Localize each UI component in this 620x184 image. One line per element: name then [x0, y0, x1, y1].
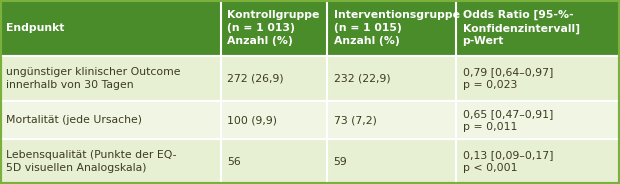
Text: 0,13 [0,09–0,17]
p < 0,001: 0,13 [0,09–0,17] p < 0,001	[463, 150, 553, 173]
Bar	[0, 56, 221, 101]
Text: 232 (22,9): 232 (22,9)	[334, 74, 390, 84]
Text: Odds Ratio [95-%-
Konfidenzintervall]
p-Wert: Odds Ratio [95-%- Konfidenzintervall] p-…	[463, 10, 580, 46]
Text: 272 (26,9): 272 (26,9)	[227, 74, 283, 84]
Bar	[221, 0, 327, 56]
Bar	[221, 101, 327, 139]
Text: 0,65 [0,47–0,91]
p = 0,011: 0,65 [0,47–0,91] p = 0,011	[463, 109, 553, 132]
Bar	[327, 56, 456, 101]
Bar	[221, 56, 327, 101]
Text: Endpunkt: Endpunkt	[6, 23, 64, 33]
Bar	[456, 0, 620, 56]
Text: ungünstiger klinischer Outcome
innerhalb von 30 Tagen: ungünstiger klinischer Outcome innerhalb…	[6, 67, 180, 90]
Bar	[456, 56, 620, 101]
Text: 0,79 [0,64–0,97]
p = 0,023: 0,79 [0,64–0,97] p = 0,023	[463, 67, 553, 90]
Bar	[327, 139, 456, 184]
Text: 73 (7,2): 73 (7,2)	[334, 115, 376, 125]
Bar	[327, 101, 456, 139]
Text: Kontrollgruppe
(n = 1 013)
Anzahl (%): Kontrollgruppe (n = 1 013) Anzahl (%)	[227, 10, 319, 46]
Bar	[0, 101, 221, 139]
Bar	[221, 139, 327, 184]
Text: Lebensqualität (Punkte der EQ-
5D visuellen Analogskala): Lebensqualität (Punkte der EQ- 5D visuel…	[6, 150, 177, 173]
Bar	[0, 0, 221, 56]
Text: 59: 59	[334, 157, 347, 167]
Text: 100 (9,9): 100 (9,9)	[227, 115, 277, 125]
Bar	[456, 139, 620, 184]
Text: 56: 56	[227, 157, 241, 167]
Bar	[0, 139, 221, 184]
Bar	[327, 0, 456, 56]
Text: Mortalität (jede Ursache): Mortalität (jede Ursache)	[6, 115, 142, 125]
Bar	[456, 101, 620, 139]
Text: Interventionsgruppe
(n = 1 015)
Anzahl (%): Interventionsgruppe (n = 1 015) Anzahl (…	[334, 10, 459, 46]
